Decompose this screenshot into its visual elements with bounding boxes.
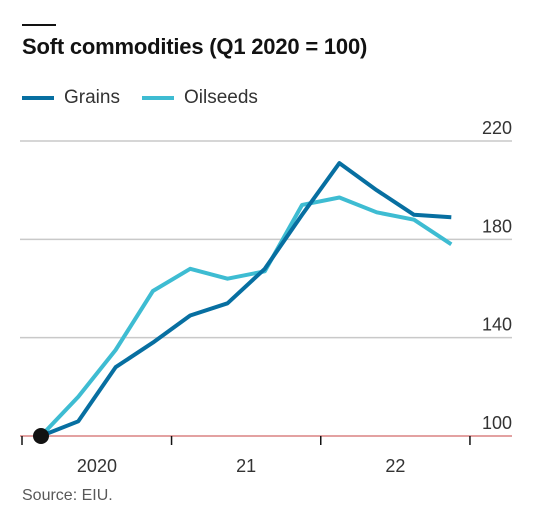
x-tick-label-2020: 2020 xyxy=(77,456,117,476)
legend-item-grains: Grains xyxy=(22,87,120,109)
y-tick-label-100: 100 xyxy=(482,413,512,433)
y-tick-label-220: 220 xyxy=(482,118,512,138)
legend-label-oilseeds: Oilseeds xyxy=(183,87,258,108)
source-note: Source: EIU. xyxy=(22,487,113,504)
series-line-oilseeds xyxy=(39,195,453,438)
x-tick-label-21: 21 xyxy=(236,456,256,476)
x-tick-label-22: 22 xyxy=(385,456,405,476)
series-line-grains xyxy=(40,161,452,438)
chart-title: Soft commodities (Q1 2020 = 100) xyxy=(22,34,368,59)
legend: Grains Oilseeds xyxy=(22,84,280,112)
top-rule xyxy=(22,24,56,26)
legend-label-grains: Grains xyxy=(64,87,120,108)
legend-item-oilseeds: Oilseeds xyxy=(141,87,258,109)
legend-swatch-grains xyxy=(22,96,54,100)
legend-swatch-oilseeds xyxy=(141,96,174,100)
line-chart: 100 140 180 220 2020 21 22 xyxy=(20,118,512,476)
y-tick-label-140: 140 xyxy=(482,315,512,335)
start-point-marker xyxy=(33,428,49,444)
y-tick-label-180: 180 xyxy=(482,216,512,236)
